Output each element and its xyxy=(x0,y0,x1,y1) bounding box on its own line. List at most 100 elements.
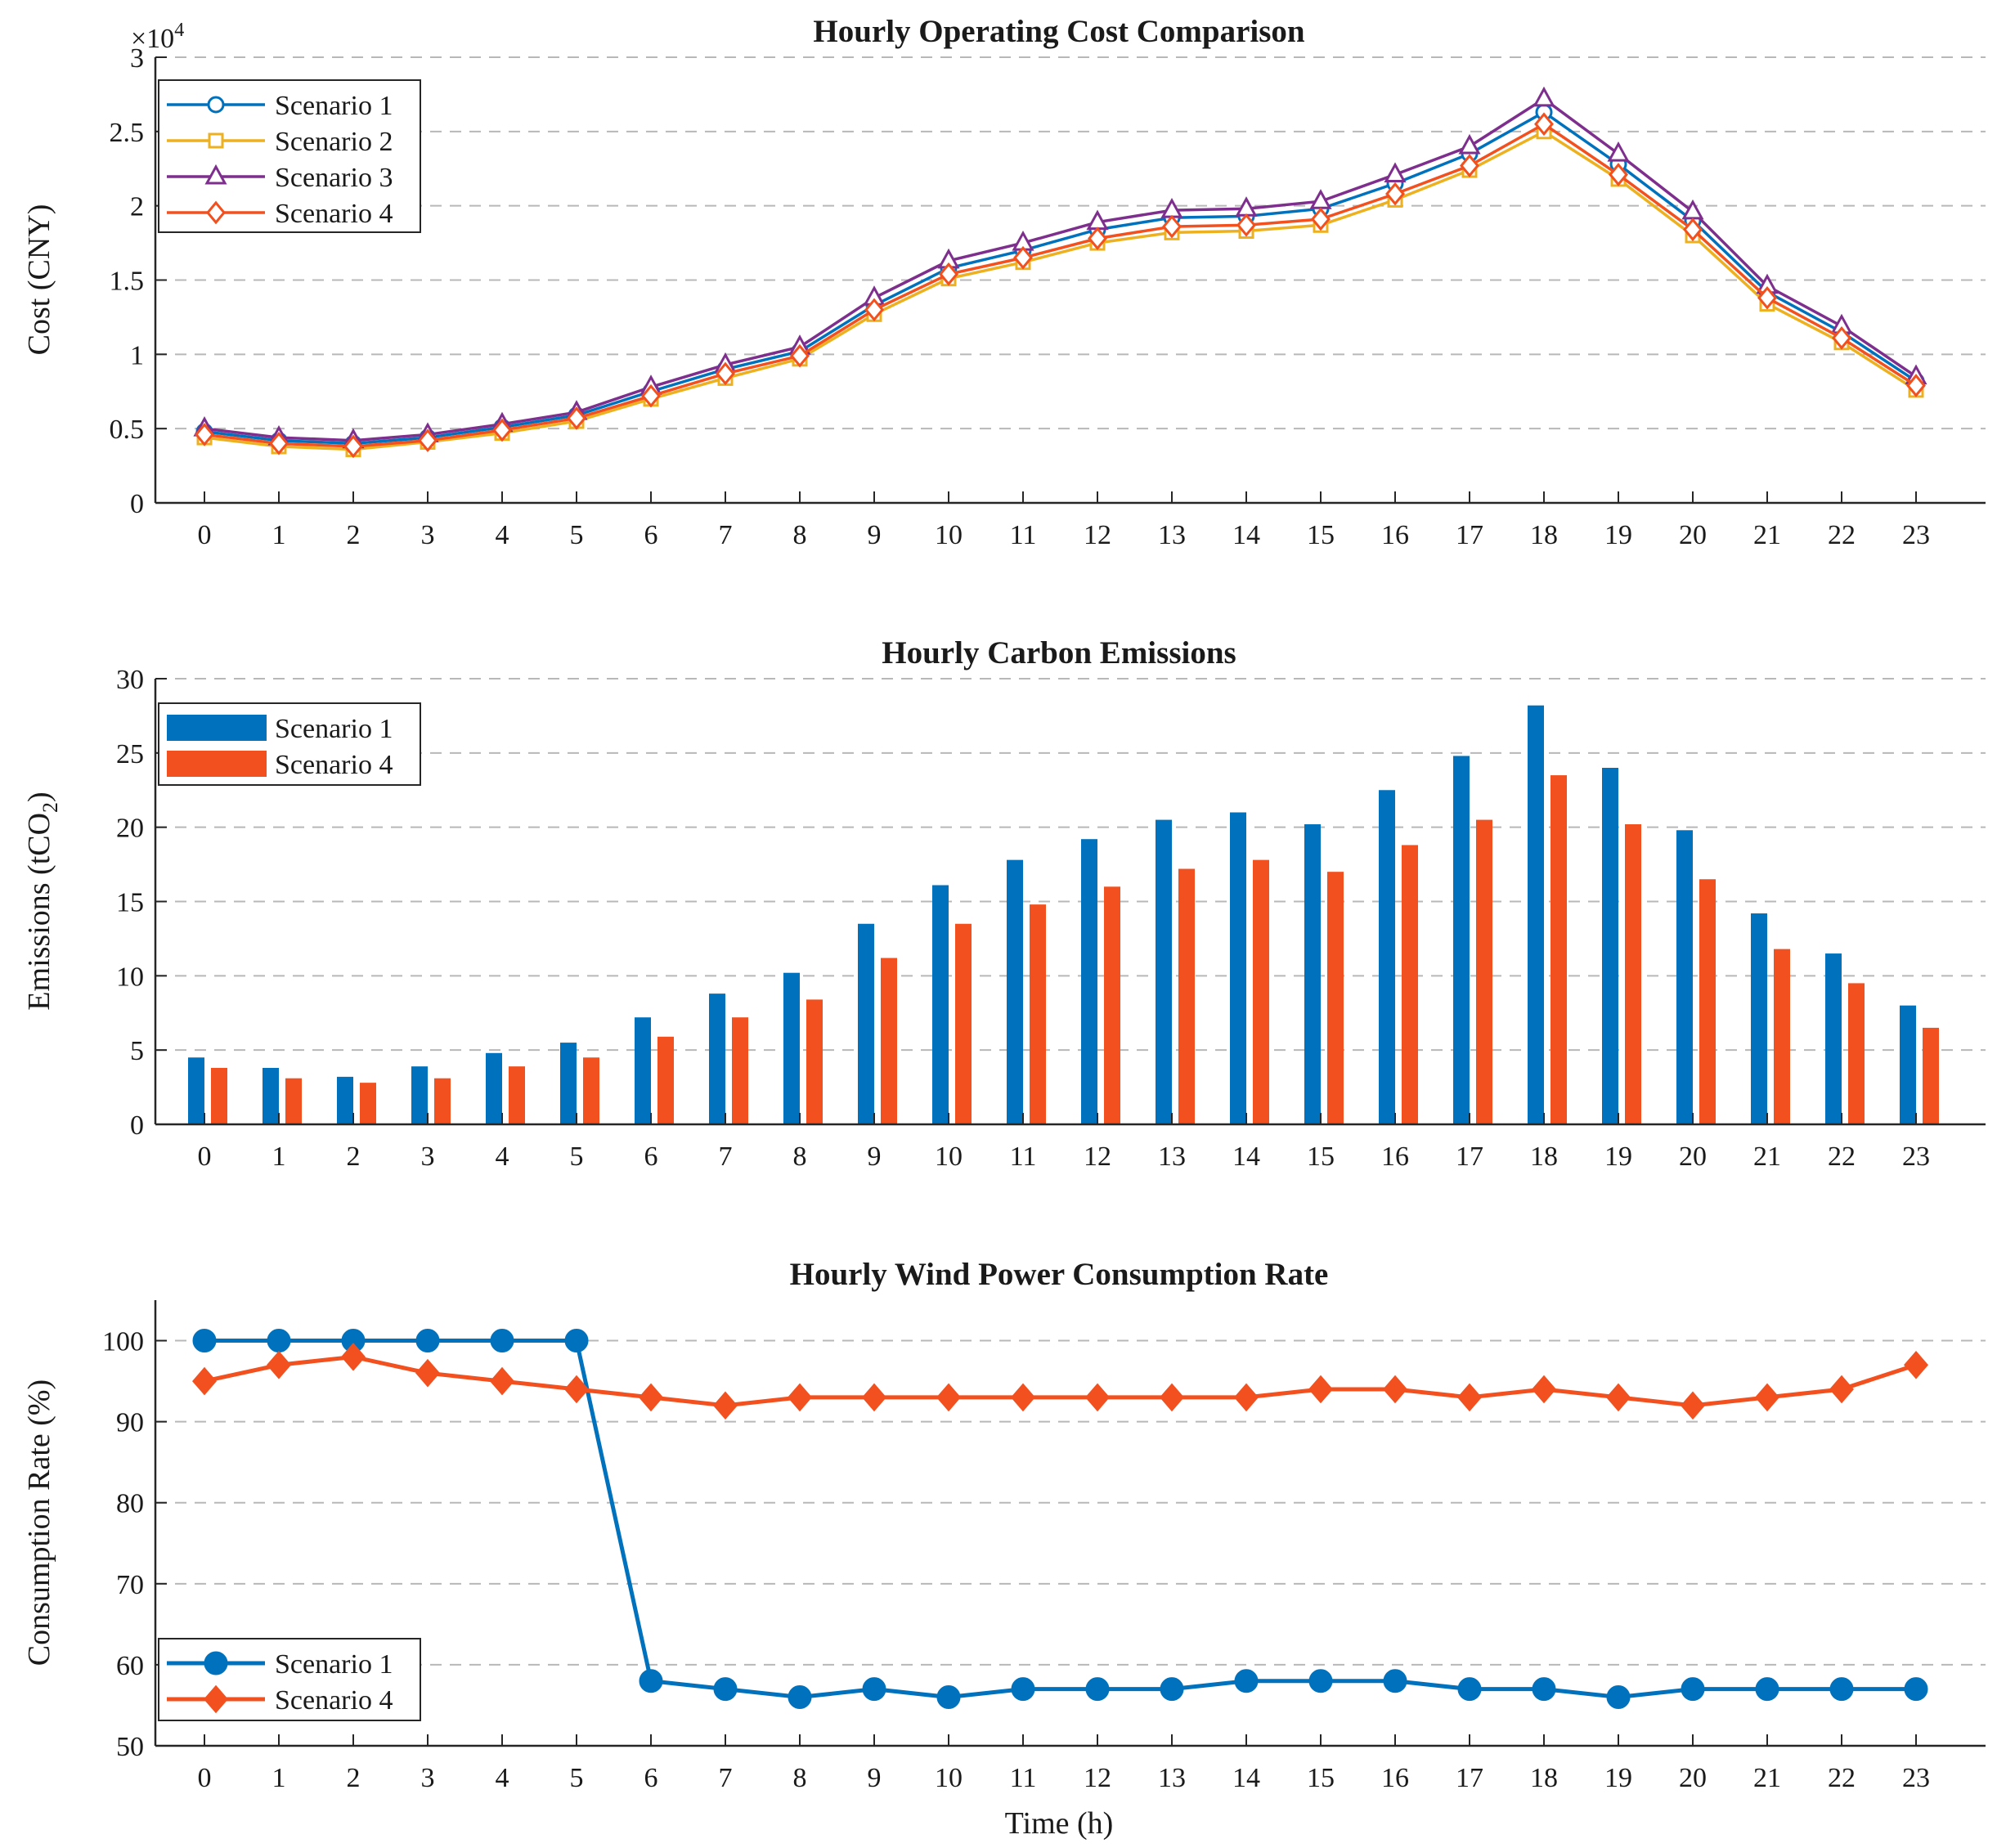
x-tick-label: 17 xyxy=(1456,520,1483,550)
legend-label: Scenario 4 xyxy=(275,199,393,229)
cost-lines xyxy=(193,86,1927,459)
bar-scenario1 xyxy=(411,1066,428,1124)
y-tick-label: 25 xyxy=(116,739,144,769)
data-point-scenario4 xyxy=(862,1383,886,1412)
data-point-scenario4 xyxy=(1534,112,1554,137)
x-tick-label: 9 xyxy=(868,520,882,550)
bar-scenario4 xyxy=(285,1078,302,1124)
cost-legend-items: Scenario 1 Scenario 2 Scenario 3 Scenario 4 xyxy=(167,91,393,229)
x-tick-label: 2 xyxy=(347,1763,361,1793)
x-tick-label: 18 xyxy=(1530,1142,1558,1172)
wind-x-axis-label: Time (h) xyxy=(1005,1806,1114,1841)
data-point-scenario4 xyxy=(1234,1383,1259,1412)
y-tick-label: 80 xyxy=(116,1489,144,1519)
x-tick-label: 13 xyxy=(1158,520,1186,550)
data-point-scenario4 xyxy=(1162,214,1182,239)
cost-chart-title: Hourly Operating Cost Comparison xyxy=(813,14,1305,49)
data-point-scenario1 xyxy=(564,1329,589,1353)
x-tick-label: 7 xyxy=(719,1142,733,1172)
wind-chart-title: Hourly Wind Power Consumption Rate xyxy=(790,1257,1329,1292)
x-tick-label: 14 xyxy=(1232,1142,1260,1172)
series-line-scenario1 xyxy=(204,1339,1916,1700)
bar-scenario4 xyxy=(1402,845,1418,1124)
data-point-scenario4 xyxy=(1832,326,1851,350)
bar-scenario1 xyxy=(1081,839,1097,1124)
cost-ticks: 00.511.522.530 1 2 3 4 5 6 7 8 9 10 11 12 13 14 15 16 17 1… xyxy=(110,43,1931,550)
bar-scenario1 xyxy=(1156,819,1172,1124)
data-point-scenario4 xyxy=(864,298,884,322)
x-tick-label: 11 xyxy=(1010,1763,1037,1793)
cost-y-axis-label: Cost (CNY) xyxy=(22,204,56,356)
data-point-scenario4 xyxy=(195,423,214,446)
bar-scenario4 xyxy=(1550,775,1567,1124)
y-tick-label: 0 xyxy=(130,489,144,519)
x-tick-label: 13 xyxy=(1158,1142,1186,1172)
bar-scenario1 xyxy=(932,885,949,1124)
data-point-scenario1 xyxy=(1606,1685,1631,1710)
y-tick-label: 30 xyxy=(116,665,144,695)
data-point-scenario4 xyxy=(1755,1383,1779,1412)
x-tick-label: 19 xyxy=(1604,1142,1632,1172)
wind-axes xyxy=(154,1300,1986,1747)
cost-y-exponent-base: ×10 xyxy=(131,24,174,54)
x-tick-label: 17 xyxy=(1456,1142,1483,1172)
x-tick-label: 3 xyxy=(421,1763,435,1793)
x-tick-label: 10 xyxy=(935,1142,963,1172)
data-point-scenario4 xyxy=(492,418,512,442)
bar-scenario1 xyxy=(1602,768,1618,1124)
x-tick-label: 22 xyxy=(1828,1142,1856,1172)
bar-scenario1 xyxy=(1751,913,1767,1124)
data-point-scenario1 xyxy=(1383,1669,1407,1693)
bar-scenario4 xyxy=(1923,1027,1939,1124)
x-tick-label: 16 xyxy=(1381,1142,1409,1172)
x-tick-label: 12 xyxy=(1084,1142,1111,1172)
data-point-scenario1 xyxy=(1755,1677,1779,1702)
legend-swatch xyxy=(167,751,267,777)
x-tick-label: 8 xyxy=(793,1142,807,1172)
data-point-scenario1 xyxy=(1829,1677,1854,1702)
data-point-scenario4 xyxy=(1088,227,1107,250)
data-point-scenario3 xyxy=(1458,133,1481,155)
x-tick-label: 10 xyxy=(935,1763,963,1793)
data-point-scenario1 xyxy=(490,1329,514,1353)
bar-scenario4 xyxy=(1178,868,1195,1124)
x-tick-label: 19 xyxy=(1604,1763,1632,1793)
x-tick-label: 16 xyxy=(1381,520,1409,550)
legend-marker xyxy=(204,1651,228,1675)
legend-marker xyxy=(208,132,224,149)
x-tick-label: 5 xyxy=(570,1763,584,1793)
data-point-scenario1 xyxy=(1011,1677,1035,1702)
bar-scenario1 xyxy=(709,994,725,1124)
bar-scenario4 xyxy=(1253,859,1269,1124)
data-point-scenario4 xyxy=(1532,1375,1556,1404)
x-tick-label: 0 xyxy=(198,1763,212,1793)
data-point-scenario4 xyxy=(1683,218,1703,242)
data-point-scenario4 xyxy=(1383,1375,1407,1404)
legend-label: Scenario 1 xyxy=(275,714,393,744)
data-point-scenario4 xyxy=(1236,213,1256,237)
x-tick-label: 4 xyxy=(496,1142,509,1172)
data-point-scenario4 xyxy=(1308,1375,1333,1404)
data-point-scenario4 xyxy=(341,1343,366,1371)
data-point-scenario4 xyxy=(1457,1383,1482,1412)
x-tick-label: 10 xyxy=(935,520,963,550)
x-tick-label: 22 xyxy=(1828,520,1856,550)
y-tick-label: 2.5 xyxy=(110,118,145,148)
y-tick-label: 0 xyxy=(130,1110,144,1141)
bar-scenario4 xyxy=(881,958,897,1124)
bar-scenario4 xyxy=(1476,819,1492,1124)
series-line-scenario4 xyxy=(204,122,1917,448)
y-tick-label: 5 xyxy=(130,1036,144,1066)
bar-scenario1 xyxy=(1676,830,1693,1124)
x-tick-label: 12 xyxy=(1084,520,1111,550)
data-point-scenario4 xyxy=(490,1366,514,1396)
data-point-scenario4 xyxy=(788,1383,812,1412)
x-tick-label: 20 xyxy=(1679,1142,1707,1172)
wind-legend-box xyxy=(158,1638,421,1721)
series-line-scenario4 xyxy=(204,1354,1917,1408)
y-tick-label: 0.5 xyxy=(110,415,145,445)
data-point-scenario1 xyxy=(415,1329,440,1353)
x-tick-label: 4 xyxy=(496,1763,509,1793)
data-point-scenario4 xyxy=(564,1375,589,1404)
